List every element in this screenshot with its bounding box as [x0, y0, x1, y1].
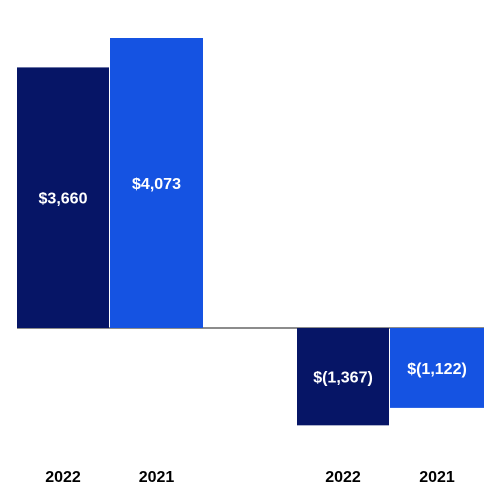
bar-1-2021	[110, 38, 203, 328]
x-tick-label-0: 2022	[45, 469, 81, 486]
x-tick-label-1: 2021	[139, 469, 175, 486]
bar-value-label-0: $3,660	[39, 191, 88, 208]
bar-3-2021	[390, 328, 484, 408]
x-tick-label-3: 2021	[419, 469, 455, 486]
bar-value-label-1: $4,073	[132, 176, 181, 193]
bar-value-label-2: $(1,367)	[313, 370, 373, 387]
x-tick-label-2: 2022	[325, 469, 361, 486]
bar-2-2022	[297, 328, 389, 426]
bar-value-label-3: $(1,122)	[407, 361, 467, 378]
bar-0-2022	[17, 67, 109, 328]
